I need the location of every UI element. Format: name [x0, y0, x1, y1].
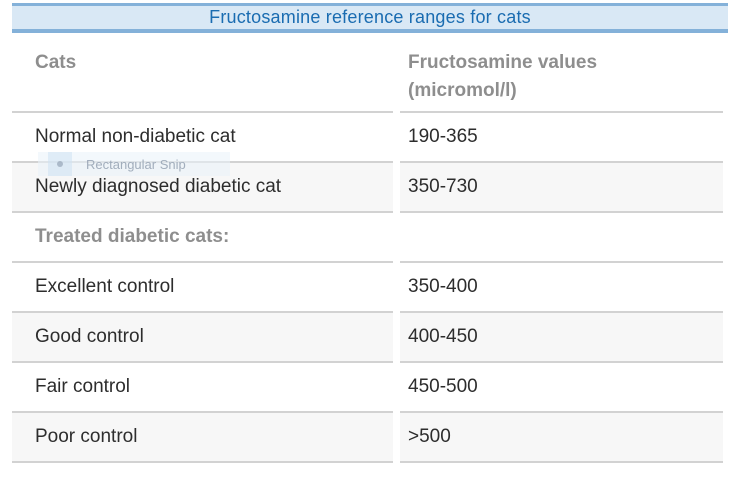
column-header-cats-label: Cats	[35, 52, 77, 73]
row-value-cell: 350-730	[400, 163, 723, 213]
rectangular-snip-icon	[48, 152, 72, 176]
row-value-cell: 400-450	[400, 313, 723, 363]
column-header-values-label: Fructosamine values (micromol/l)	[408, 52, 598, 101]
section-header-treated-cats: Treated diabetic cats:	[12, 213, 723, 263]
row-value-cell: 450-500	[400, 363, 723, 413]
snipping-tool-menu-item-remnant[interactable]: Rectangular Snip	[38, 152, 230, 176]
section-header-label-cell: Treated diabetic cats:	[12, 213, 393, 263]
table-row-fair-control: Fair control 450-500	[12, 363, 723, 413]
row-value-cell: 190-365	[400, 113, 723, 163]
row-value-cell: >500	[400, 413, 723, 463]
rectangular-snip-label: Rectangular Snip	[86, 156, 186, 172]
column-header-values: Fructosamine values (micromol/l)	[400, 33, 723, 113]
rectangular-snip-icon-dot	[57, 161, 63, 167]
row-label-cell: Good control	[12, 313, 393, 363]
row-label-cell: Fair control	[12, 363, 393, 413]
table-title: Fructosamine reference ranges for cats	[209, 7, 531, 27]
table-row-excellent-control: Excellent control 350-400	[12, 263, 723, 313]
table-header-row: Cats Fructosamine values (micromol/l)	[12, 33, 723, 113]
fructosamine-reference-table: Cats Fructosamine values (micromol/l) No…	[12, 33, 723, 463]
section-header-empty-cell	[400, 213, 723, 263]
table-row-good-control: Good control 400-450	[12, 313, 723, 363]
column-header-cats: Cats	[12, 33, 393, 113]
row-value-cell: 350-400	[400, 263, 723, 313]
table-title-banner: Fructosamine reference ranges for cats	[12, 3, 728, 33]
table-row-poor-control: Poor control >500	[12, 413, 723, 463]
row-label-cell: Poor control	[12, 413, 393, 463]
row-label-cell: Excellent control	[12, 263, 393, 313]
